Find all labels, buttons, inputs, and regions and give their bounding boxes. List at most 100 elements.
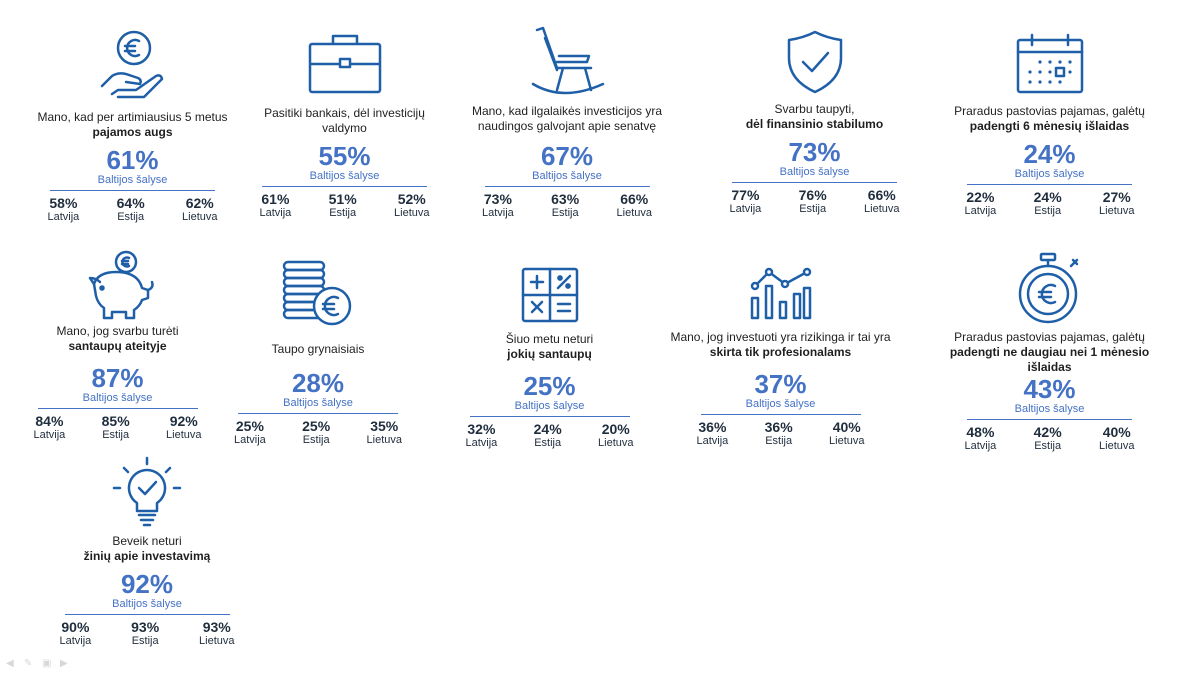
baltic-value: 87% [91,363,144,393]
divider [967,184,1132,185]
card-long-term-investments: Mano, kad ilgalaikės investicijos yra na… [462,26,672,219]
slide-controls: ◀ ✎ ▣ ▶ [6,659,72,669]
pen-icon[interactable]: ✎ [24,658,33,669]
baltic-value: 37% [754,369,807,399]
country-latvija: 36% Latvija [696,419,729,447]
slides-icon[interactable]: ▣ [42,658,52,669]
card-description: Mano, jog investuoti yra rizikinga ir ta… [670,330,891,359]
country-estija: 36% Estija [764,419,793,447]
baltic-value: 73% [788,137,841,167]
calculator-icon [462,266,637,324]
card-no-savings: Šiuo metu neturi jokių santaupų 25% Balti… [462,266,637,449]
divider [732,182,897,183]
country-estija: 64% Estija [116,195,145,223]
country-estija: 76% Estija [798,187,827,215]
country-breakdown: 36% Latvija 36% Estija 40% Lietuva [697,419,865,447]
card-savings-future: Mano, jog svarbu turėti santaupų ateityje… [20,250,215,441]
region-label: Baltijos šalyse [532,170,602,182]
card-cash-savings: Taupo grynaisiais 28% Baltijos šalyse 25… [228,258,408,446]
card-six-month-buffer: Praradus pastovias pajamas, galėtų padeng… [942,32,1157,217]
card-no-investing-knowledge: Beveik neturi žinių apie investavimą 92% … [52,456,242,647]
country-breakdown: 58% Latvija 64% Estija 62% Lietuva [48,195,218,223]
country-latvija: 90% Latvija [59,619,92,647]
country-breakdown: 48% Latvija 42% Estija 40% Lietuva [965,424,1135,452]
euro-stopwatch-icon [942,252,1157,324]
card-description: Mano, kad per artimiausius 5 metus pajamo… [37,110,228,139]
region-label: Baltijos šalyse [1014,168,1085,180]
euro-hand-icon [30,28,235,100]
rocking-chair-icon [462,26,672,102]
baltic-value: 43% [1023,374,1076,404]
country-breakdown: 84% Latvija 85% Estija 92% Lietuva [34,413,202,441]
country-lietuva: 40% Lietuva [1099,424,1135,452]
country-latvija: 25% Latvija [234,418,266,446]
card-description: Šiuo metu neturi jokių santaupų [505,332,594,361]
region-label: Baltijos šalyse [745,398,816,410]
country-breakdown: 73% Latvija 63% Estija 66% Lietuva [482,191,652,219]
country-lietuva: 40% Lietuva [829,419,865,447]
divider [50,190,215,191]
country-lietuva: 62% Lietuva [182,195,218,223]
divider [700,414,861,415]
divider [64,614,230,615]
divider [238,413,398,414]
country-latvija: 73% Latvija [482,191,514,219]
region-label: Baltijos šalyse [779,166,850,178]
card-description: Mano, jog svarbu turėti santaupų ateityje [56,324,179,353]
country-breakdown: 77% Latvija 76% Estija 66% Lietuva [730,187,900,215]
region-label: Baltijos šalyse [283,397,353,409]
card-income-growth: Mano, kad per artimiausius 5 metus pajamo… [30,28,235,223]
divider [262,186,427,187]
card-description: Praradus pastovias pajamas, galėtų padeng… [954,104,1145,133]
country-latvija: 84% Latvija [33,413,66,441]
country-lietuva: 66% Lietuva [864,187,900,215]
country-estija: 24% Estija [533,421,562,449]
country-latvija: 48% Latvija [964,424,997,452]
country-estija: 93% Estija [131,619,160,647]
divider [469,416,630,417]
calendar-icon [942,32,1157,94]
country-estija: 24% Estija [1033,189,1062,217]
card-description: Praradus pastovias pajamas, galėtų padeng… [949,330,1150,374]
country-breakdown: 32% Latvija 24% Estija 20% Lietuva [466,421,634,449]
baltic-value: 28% [291,368,345,398]
country-latvija: 32% Latvija [465,421,498,449]
divider [484,186,650,187]
country-lietuva: 20% Lietuva [598,421,634,449]
country-breakdown: 61% Latvija 51% Estija 52% Lietuva [260,191,430,219]
card-description: Beveik neturi žinių apie investavimą [83,534,211,563]
region-label: Baltijos šalyse [97,174,168,186]
region-label: Baltijos šalyse [82,392,153,404]
country-lietuva: 27% Lietuva [1099,189,1135,217]
card-description: Pasitiki bankais, dėl investicijų valdym… [264,106,425,135]
coin-stack-icon [228,258,408,330]
country-latvija: 77% Latvija [729,187,762,215]
country-breakdown: 22% Latvija 24% Estija 27% Lietuva [965,189,1135,217]
shield-check-icon [722,30,907,94]
piggy-bank-icon [20,250,215,320]
divider [967,419,1132,420]
country-lietuva: 35% Lietuva [366,418,402,446]
prev-arrow-icon[interactable]: ◀ [6,658,14,669]
chart-icon [658,264,903,322]
country-estija: 85% Estija [101,413,130,441]
baltic-value: 67% [540,141,594,171]
region-label: Baltijos šalyse [112,598,182,610]
next-arrow-icon[interactable]: ▶ [60,658,68,669]
card-saving-stability: Svarbu taupyti, dėl finansinio stabilumo … [722,30,907,215]
region-label: Baltijos šalyse [1014,403,1085,415]
card-description: Svarbu taupyti, dėl finansinio stabilumo [745,102,884,131]
baltic-value: 24% [1023,139,1076,169]
country-latvija: 58% Latvija [47,195,80,223]
country-lietuva: 93% Lietuva [199,619,235,647]
country-lietuva: 52% Lietuva [394,191,430,219]
country-breakdown: 90% Latvija 93% Estija 93% Lietuva [60,619,235,647]
card-trust-banks: Pasitiki bankais, dėl investicijų valdym… [252,28,437,219]
divider [37,408,198,409]
baltic-value: 25% [523,371,576,401]
country-breakdown: 25% Latvija 25% Estija 35% Lietuva [234,418,402,446]
region-label: Baltijos šalyse [309,170,380,182]
country-latvija: 22% Latvija [964,189,997,217]
baltic-value: 92% [120,569,174,599]
country-estija: 42% Estija [1033,424,1062,452]
